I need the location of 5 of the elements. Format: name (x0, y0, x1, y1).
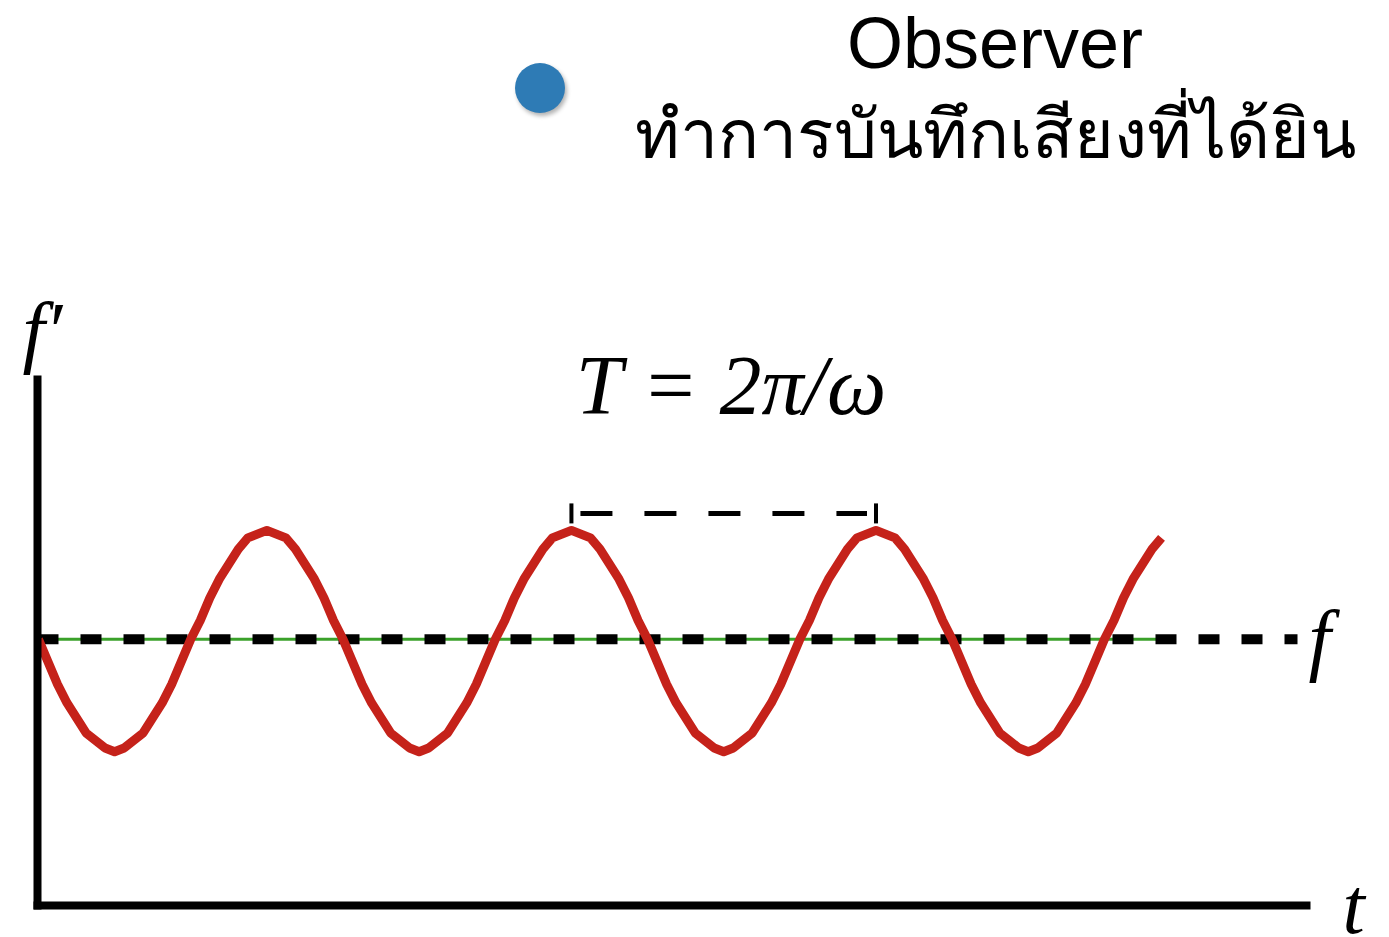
x-axis-title: t (1342, 861, 1367, 937)
text: Observer (845, 3, 1145, 83)
ref-line-label: f (1308, 595, 1341, 684)
y-axis-title: f′ (22, 286, 64, 375)
text: T = 2π/ω (575, 338, 887, 432)
